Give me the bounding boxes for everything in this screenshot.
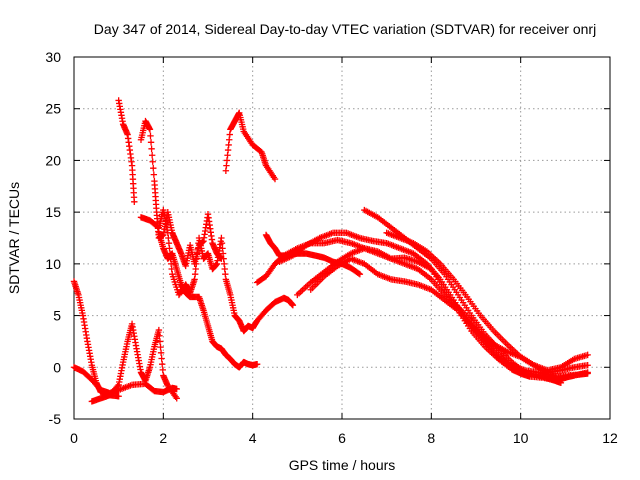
series-s9 xyxy=(262,231,364,278)
data-point xyxy=(149,158,156,165)
data-point xyxy=(147,139,155,146)
data-point xyxy=(155,326,163,334)
x-tick-label: 12 xyxy=(602,430,618,446)
y-tick-label: 20 xyxy=(45,152,61,168)
data-point xyxy=(249,324,256,332)
y-tick-label: 25 xyxy=(45,101,61,117)
data-point xyxy=(147,132,154,140)
y-tick-label: 5 xyxy=(53,308,61,324)
data-point xyxy=(584,362,591,369)
data-point xyxy=(173,385,180,393)
series-s3 xyxy=(88,320,180,405)
y-axis-label: SDTVAR / TECUs xyxy=(6,182,22,294)
x-tick-label: 0 xyxy=(70,430,78,446)
x-tick-label: 8 xyxy=(427,430,435,446)
data-point xyxy=(148,152,156,159)
data-point xyxy=(253,360,261,368)
data-point xyxy=(271,175,279,183)
x-tick-label: 2 xyxy=(159,430,167,446)
y-tick-label: 10 xyxy=(45,256,61,272)
series-s8 xyxy=(222,109,279,183)
data-point xyxy=(131,198,138,205)
y-tick-label: 15 xyxy=(45,204,61,220)
x-axis-label: GPS time / hours xyxy=(289,457,396,473)
data-point xyxy=(158,355,165,362)
data-point xyxy=(584,351,591,359)
data-point xyxy=(150,171,158,178)
data-point xyxy=(148,145,155,152)
data-point xyxy=(584,370,591,377)
x-tick-label: 4 xyxy=(249,430,257,446)
data-point xyxy=(150,164,157,172)
chart-title: Day 347 of 2014, Sidereal Day-to-day VTE… xyxy=(94,21,596,37)
axis-tick-labels: 0 2 4 6 8 10 12 -5 0 5 10 15 20 25 30 xyxy=(45,49,618,446)
data-point xyxy=(173,395,180,402)
data-point xyxy=(355,270,362,277)
data-point xyxy=(114,382,121,390)
y-tick-label: 0 xyxy=(53,359,61,375)
data-point xyxy=(156,338,164,345)
series-s7 xyxy=(155,229,261,371)
data-point xyxy=(157,349,165,357)
data-series xyxy=(70,97,591,405)
series-s4 xyxy=(115,97,138,205)
data-point xyxy=(159,360,166,368)
data-point xyxy=(115,393,122,400)
x-tick-label: 6 xyxy=(338,430,346,446)
y-tick-label: -5 xyxy=(49,411,62,427)
data-point xyxy=(157,343,164,351)
axis-ticks xyxy=(73,56,611,420)
x-tick-label: 10 xyxy=(513,430,529,446)
data-point xyxy=(557,379,565,386)
data-point xyxy=(156,332,163,339)
data-point xyxy=(146,126,154,133)
data-point xyxy=(356,271,364,278)
series-s16 xyxy=(383,229,591,376)
series-s12 xyxy=(249,294,297,332)
data-point xyxy=(159,366,166,374)
y-tick-label: 30 xyxy=(45,49,61,65)
